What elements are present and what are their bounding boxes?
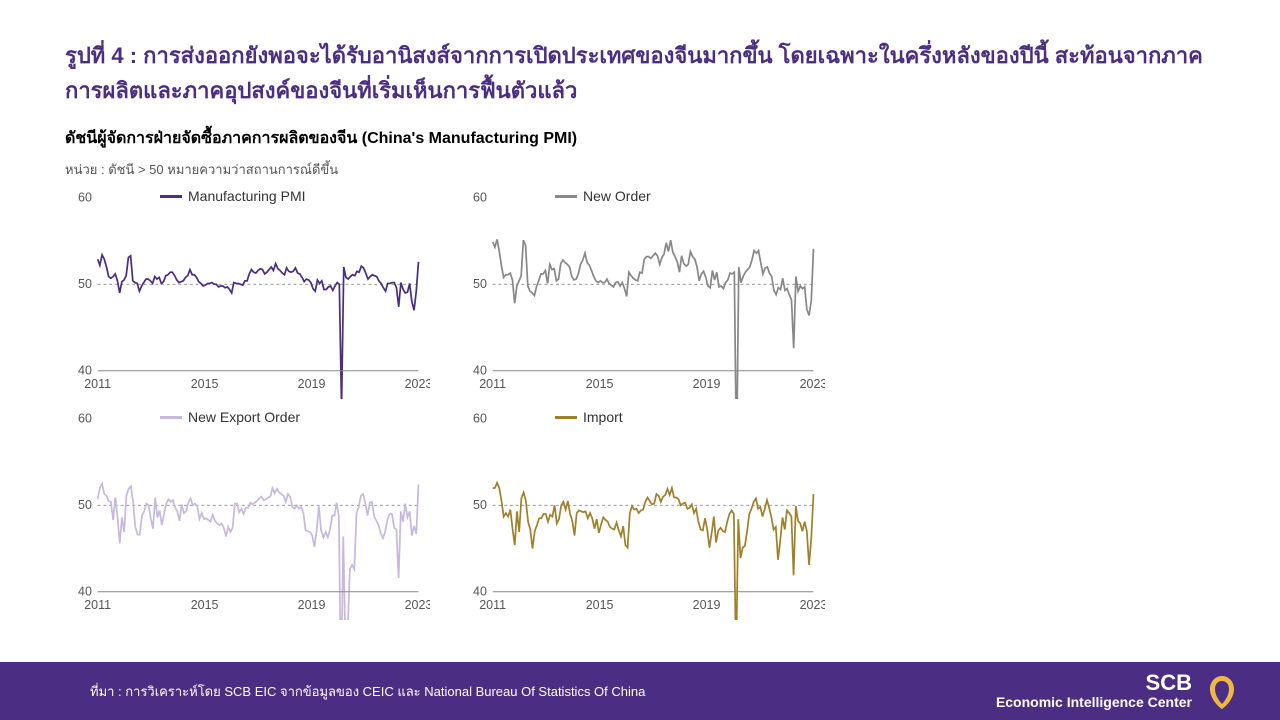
footer-logo: SCB Economic Intelligence Center [996, 671, 1242, 711]
chart-svg: 40 50 60 2011 2015 2019 2023 [460, 405, 825, 620]
footer-source: ที่มา : การวิเคราะห์โดย SCB EIC จากข้อมู… [90, 681, 645, 702]
scb-logo-icon [1202, 671, 1242, 711]
svg-text:40: 40 [473, 585, 487, 599]
svg-text:2023: 2023 [800, 377, 825, 391]
chart-svg: 40 50 60 2011 2015 2019 2023 [65, 184, 430, 399]
footer: ที่มา : การวิเคราะห์โดย SCB EIC จากข้อมู… [0, 662, 1280, 720]
svg-text:40: 40 [473, 364, 487, 378]
svg-text:2019: 2019 [298, 377, 326, 391]
svg-text:2011: 2011 [479, 377, 506, 391]
svg-text:2019: 2019 [298, 598, 326, 612]
chart-new-order: New Order 405060 2011201520192023 [460, 184, 825, 399]
svg-text:2023: 2023 [405, 377, 430, 391]
charts-grid: Manufacturing PMI 405060 201120152019202… [65, 184, 825, 620]
svg-text:40: 40 [78, 585, 92, 599]
chart-manufacturing-pmi: Manufacturing PMI 405060 201120152019202… [65, 184, 430, 399]
svg-text:60: 60 [78, 191, 92, 205]
svg-text:2019: 2019 [693, 598, 721, 612]
svg-text:2015: 2015 [191, 377, 219, 391]
svg-text:2015: 2015 [586, 598, 614, 612]
svg-text:2011: 2011 [479, 598, 506, 612]
svg-text:2011: 2011 [84, 377, 111, 391]
svg-text:2019: 2019 [693, 377, 721, 391]
svg-text:60: 60 [473, 412, 487, 426]
svg-text:60: 60 [473, 191, 487, 205]
svg-text:2023: 2023 [800, 598, 825, 612]
svg-text:2015: 2015 [586, 377, 614, 391]
svg-text:60: 60 [78, 412, 92, 426]
svg-text:40: 40 [78, 364, 92, 378]
chart-subtitle: ดัชนีผู้จัดการฝ่ายจัดซื้อภาคการผลิตของจี… [65, 126, 1215, 151]
chart-import: Import 405060 2011201520192023 [460, 405, 825, 620]
svg-text:50: 50 [78, 278, 92, 292]
svg-text:2011: 2011 [84, 598, 111, 612]
chart-new-export-order: New Export Order 405060 2011201520192023 [65, 405, 430, 620]
svg-text:50: 50 [78, 499, 92, 513]
unit-note: หน่วย : ดัชนี > 50 หมายความว่าสถานการณ์ด… [65, 159, 1215, 180]
chart-svg: 40 50 60 2011 2015 2019 2023 [460, 184, 825, 399]
page-title: รูปที่ 4 : การส่งออกยังพอจะได้รับอานิสงส… [65, 38, 1215, 108]
svg-text:50: 50 [473, 499, 487, 513]
chart-svg: 40 50 60 2011 2015 2019 2023 [65, 405, 430, 620]
footer-logo-scb: SCB [996, 671, 1192, 695]
svg-text:2023: 2023 [405, 598, 430, 612]
svg-text:50: 50 [473, 278, 487, 292]
svg-text:2015: 2015 [191, 598, 219, 612]
footer-logo-eic: Economic Intelligence Center [996, 695, 1192, 710]
